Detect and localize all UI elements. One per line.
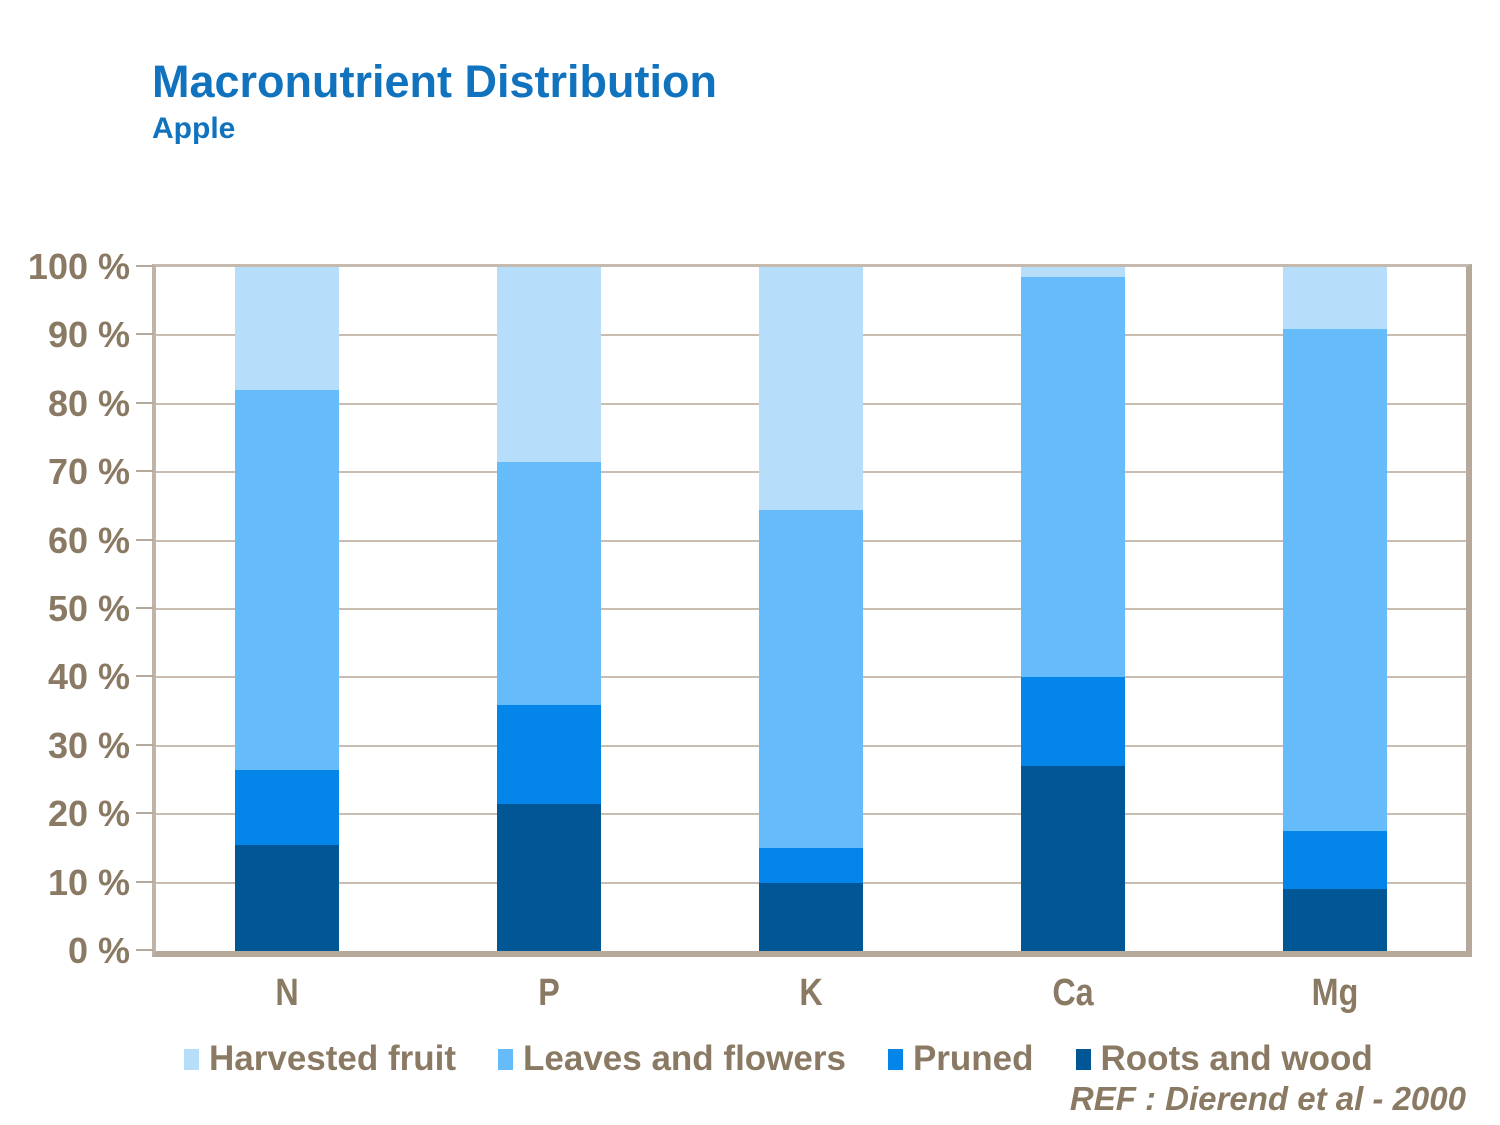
y-axis-label-80: 80 % (47, 382, 130, 424)
legend: Harvested fruit Leaves and flowers Pruned R… (156, 1036, 1472, 1082)
y-axis-tick-10 (136, 880, 154, 883)
bar-segment-p-harvested-fruit (497, 267, 601, 462)
y-axis-label-50: 50 % (47, 588, 130, 629)
bar-segment-ca-pruned (1021, 677, 1125, 767)
legend-swatch-leaves-and-flowers (498, 1048, 514, 1070)
legend-swatch-pruned (887, 1048, 903, 1070)
bar-segment-mg-roots-and-wood (1283, 889, 1387, 951)
x-axis-label-p: P (538, 972, 560, 1014)
legend-swatch-roots-and-wood (1075, 1048, 1091, 1070)
y-axis-label-100: 100 % (27, 246, 130, 287)
bar-segment-k-roots-and-wood (759, 882, 863, 951)
y-axis-label-20: 20 % (47, 793, 130, 835)
bar-segment-n-leaves-and-flowers (235, 390, 339, 770)
y-axis-tick-40 (136, 675, 154, 678)
y-axis-tick-70 (136, 470, 154, 473)
y-axis-tick-100 (136, 265, 154, 267)
y-axis-tick-20 (136, 812, 154, 815)
y-axis-label-90: 90 % (47, 314, 130, 356)
bar-segment-p-leaves-and-flowers (497, 461, 601, 705)
bar-ca (1021, 267, 1125, 951)
bar-segment-p-roots-and-wood (497, 803, 601, 951)
legend-item-roots-and-wood: Roots and wood (1075, 1039, 1373, 1079)
x-axis-label-ca: Ca (1052, 972, 1094, 1014)
bar-segment-n-harvested-fruit (235, 267, 339, 391)
reference-text: REF : Dierend et al - 2000 (1069, 1080, 1466, 1117)
bar-segment-mg-leaves-and-flowers (1283, 328, 1387, 832)
legend-label-leaves-and-flowers: Leaves and flowers (523, 1039, 846, 1078)
bar-segment-ca-roots-and-wood (1021, 766, 1125, 951)
legend-swatch-harvested-fruit (184, 1048, 199, 1070)
x-axis-label-n: N (275, 972, 299, 1014)
bar-segment-k-leaves-and-flowers (759, 509, 863, 849)
bar-segment-ca-harvested-fruit (1021, 267, 1125, 278)
y-axis-tick-30 (136, 743, 154, 746)
bar-mg (1283, 267, 1387, 951)
bar-segment-mg-pruned (1283, 831, 1387, 890)
chart-subtitle: Apple (152, 112, 236, 145)
y-axis-label-0: 0 % (67, 930, 130, 971)
y-axis-tick-80 (136, 401, 154, 404)
y-axis-tick-90 (136, 333, 154, 336)
y-axis-tick-50 (136, 607, 154, 609)
legend-label-pruned: Pruned (912, 1039, 1034, 1078)
x-axis-label-k: K (799, 972, 823, 1014)
bar-segment-k-pruned (759, 848, 863, 883)
bar-segment-n-pruned (235, 769, 339, 845)
legend-item-leaves-and-flowers: Leaves and flowers (498, 1039, 846, 1079)
bar-segment-ca-leaves-and-flowers (1021, 277, 1125, 678)
chart-title: Macronutrient Distribution (152, 56, 717, 107)
y-axis-label-60: 60 % (47, 519, 130, 561)
bar-p (497, 267, 601, 951)
x-axis-label-mg: Mg (1311, 972, 1359, 1014)
y-axis-label-40: 40 % (47, 656, 130, 698)
bar-segment-n-roots-and-wood (235, 844, 339, 951)
y-axis-label-70: 70 % (47, 451, 130, 493)
y-axis-label-30: 30 % (47, 724, 130, 766)
bar-segment-p-pruned (497, 704, 601, 804)
y-axis-tick-60 (136, 538, 154, 541)
plot-area (152, 264, 1472, 957)
y-axis-tick-0 (136, 949, 154, 951)
bar-k (759, 267, 863, 951)
legend-item-harvested-fruit: Harvested fruit (184, 1039, 456, 1079)
bar-segment-k-harvested-fruit (759, 267, 863, 510)
legend-item-pruned: Pruned (887, 1039, 1034, 1079)
bar-n (235, 267, 339, 951)
legend-label-roots-and-wood: Roots and wood (1100, 1039, 1373, 1078)
y-axis-label-10: 10 % (47, 861, 130, 903)
legend-label-harvested-fruit: Harvested fruit (209, 1039, 457, 1078)
bar-segment-mg-harvested-fruit (1283, 267, 1387, 329)
